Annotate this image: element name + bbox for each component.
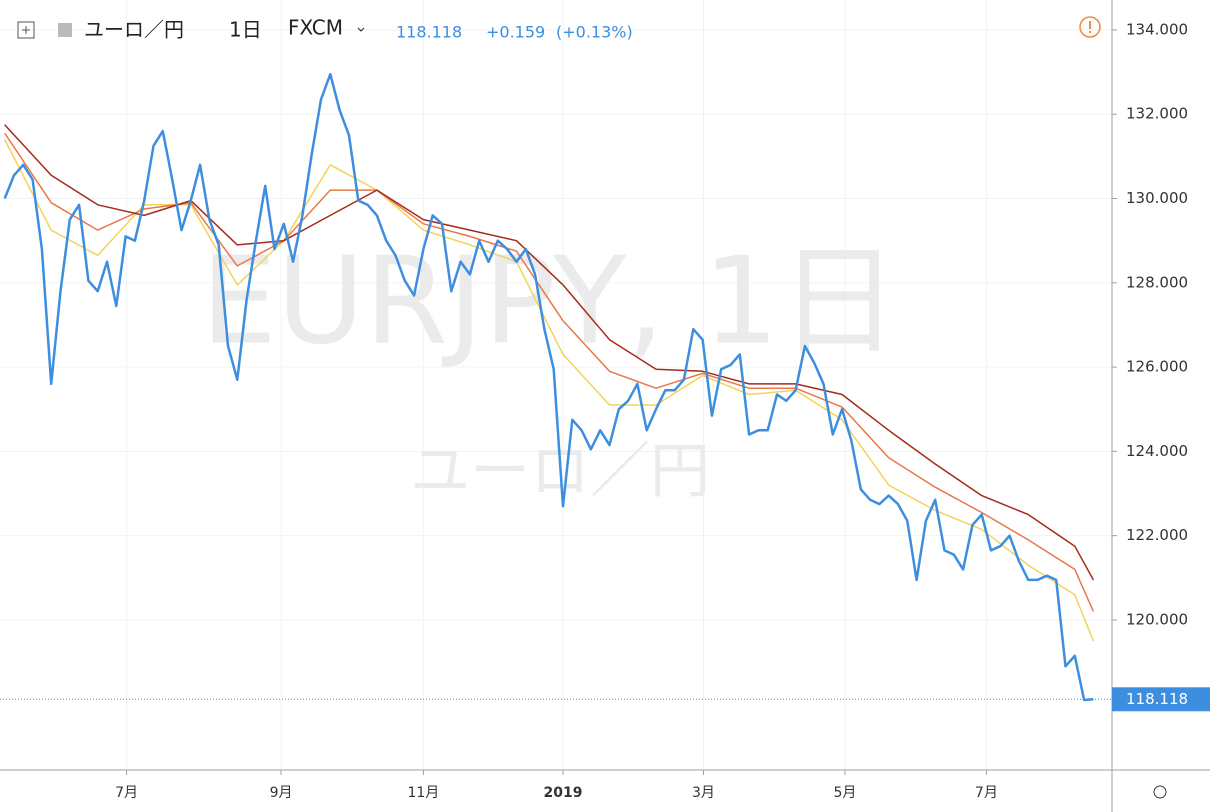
x-tick-label: 3月 xyxy=(692,785,715,801)
interval[interactable]: 1日 xyxy=(229,18,262,42)
grid xyxy=(0,0,1112,770)
last-price-label: 118.118 xyxy=(1126,690,1188,708)
x-tick-label: 2019 xyxy=(543,785,582,801)
add-icon-plus xyxy=(22,26,30,34)
y-tick-label: 130.000 xyxy=(1126,189,1188,207)
y-tick-label: 128.000 xyxy=(1126,273,1188,291)
moving-average xyxy=(4,139,1095,642)
y-tick-label: 124.000 xyxy=(1126,442,1188,460)
symbol[interactable]: ユーロ／円 xyxy=(84,18,184,42)
x-tick-label: 11月 xyxy=(407,785,439,801)
x-tick-label: 5月 xyxy=(833,785,856,801)
settings-icon[interactable] xyxy=(1153,785,1167,799)
x-tick-label: 7月 xyxy=(975,785,998,801)
y-tick-label: 134.000 xyxy=(1126,20,1188,38)
header-change: +0.159 xyxy=(486,23,545,42)
header-change-pct: (+0.13%) xyxy=(556,23,633,42)
price-line xyxy=(3,72,1094,702)
source[interactable]: FXCM xyxy=(288,16,343,40)
flag-icon[interactable] xyxy=(58,23,72,37)
y-tick-label: 126.000 xyxy=(1126,358,1188,376)
plot xyxy=(0,72,1112,702)
y-tick-label: 132.000 xyxy=(1126,105,1188,123)
x-tick-label: 7月 xyxy=(115,785,138,801)
y-tick-label: 120.000 xyxy=(1126,610,1188,628)
axis: 120.000 122.000 124.000 126.000 128.000 130.0… xyxy=(115,20,1210,801)
source-dropdown[interactable] xyxy=(357,27,365,32)
header-price: 118.118 xyxy=(396,23,462,42)
alert-icon[interactable] xyxy=(1079,16,1101,38)
x-tick-label: 9月 xyxy=(270,785,293,801)
y-tick-label: 122.000 xyxy=(1126,526,1188,544)
add-icon[interactable] xyxy=(17,21,35,39)
last-price-box xyxy=(1112,687,1210,712)
